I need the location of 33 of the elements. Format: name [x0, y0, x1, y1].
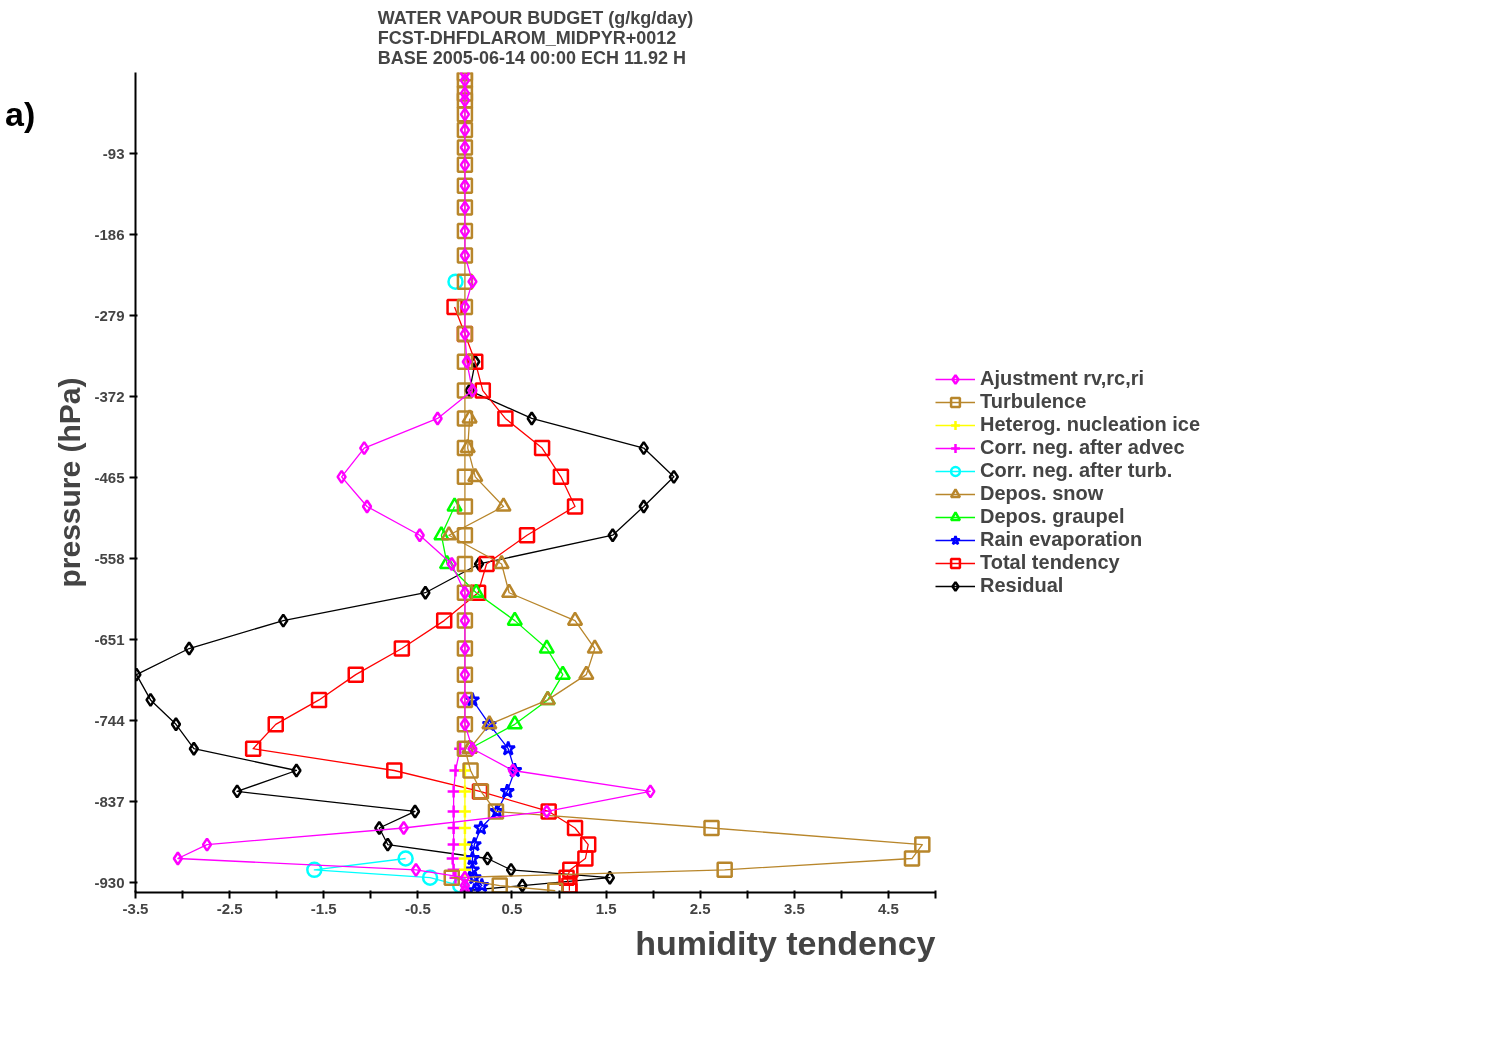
- y-tick-label: -837: [94, 792, 125, 810]
- legend-label: Ajustment rv,rc,ri: [980, 367, 1145, 390]
- y-tick-label: -186: [94, 225, 125, 243]
- legend-label: Heterog. nucleation ice: [980, 413, 1201, 436]
- y-tick-label: -465: [94, 468, 125, 486]
- x-tick-label: 1.5: [595, 899, 617, 917]
- y-tick-label: -930: [94, 873, 125, 891]
- legend-label: Total tendency: [980, 551, 1120, 574]
- legend-label: Depos. graupel: [980, 505, 1125, 528]
- x-tick-label: 3.5: [783, 899, 805, 917]
- x-tick-label: 4.5: [878, 899, 899, 917]
- x-tick-label: 0.5: [501, 899, 523, 917]
- x-tick-label: 2.5: [689, 899, 711, 917]
- y-tick-label: -93: [102, 144, 125, 162]
- x-tick-label: -1.5: [310, 899, 337, 917]
- text: a): [5, 94, 36, 135]
- y-tick-label: -279: [94, 306, 125, 324]
- x-tick-label: -3.5: [122, 899, 149, 917]
- legend-label: Residual: [980, 574, 1064, 597]
- legend-label: Turbulence: [980, 390, 1087, 413]
- y-tick-label: -651: [94, 630, 125, 648]
- x-tick-label: -0.5: [404, 899, 431, 917]
- legend-label: Corr. neg. after advec: [980, 436, 1185, 459]
- legend-label: Depos. snow: [980, 482, 1104, 505]
- y-axis-title: pressure (hPa): [53, 377, 87, 588]
- x-tick-label: -2.5: [216, 899, 243, 917]
- legend-label: Corr. neg. after turb.: [980, 459, 1173, 482]
- legend-label: Rain evaporation: [980, 528, 1143, 551]
- y-tick-label: -372: [94, 387, 125, 405]
- y-tick-label: -558: [94, 549, 125, 567]
- x-axis-title: humidity tendency: [635, 923, 936, 962]
- chart-title: WATER VAPOUR BUDGET (g/kg/day) FCST-DHFDLAROM_MIDPYR+0012 BASE 2005-06-14 00:00 ECH 11.92 H: [377, 7, 694, 68]
- y-tick-label: -744: [94, 711, 126, 729]
